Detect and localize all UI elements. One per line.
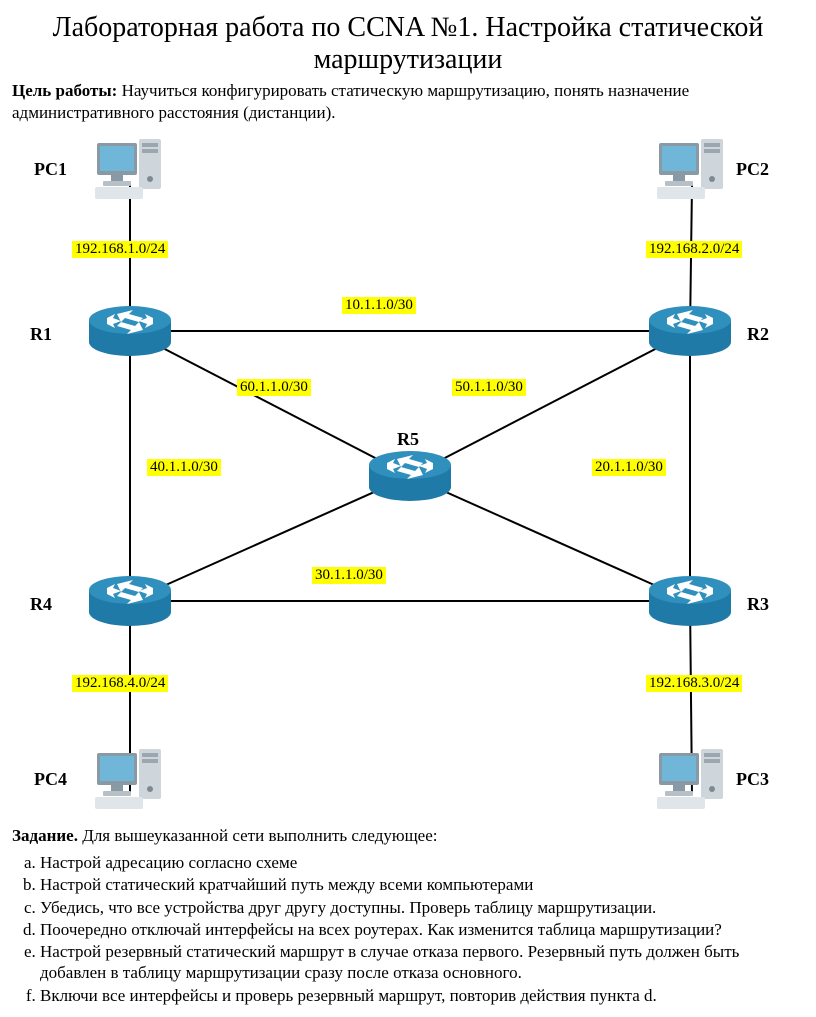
- device-label: R1: [30, 324, 52, 345]
- device-label: R4: [30, 594, 52, 615]
- task-item: Поочередно отключай интерфейсы на всех р…: [40, 919, 804, 940]
- pc-icon: [657, 137, 727, 199]
- router-icon: [647, 574, 733, 628]
- device-label: R3: [747, 594, 769, 615]
- device-label: PC3: [736, 769, 769, 790]
- subnet-label: 40.1.1.0/30: [147, 459, 221, 476]
- pc-icon: [95, 137, 165, 199]
- pc-icon: [95, 747, 165, 809]
- subnet-label: 10.1.1.0/30: [342, 297, 416, 314]
- device-label: PC4: [34, 769, 67, 790]
- router-icon: [87, 574, 173, 628]
- router-icon: [647, 304, 733, 358]
- pc-icon: [657, 747, 727, 809]
- task-intro: Для вышеуказанной сети выполнить следующ…: [78, 826, 438, 845]
- task-label: Задание.: [12, 826, 78, 845]
- goal-label: Цель работы:: [12, 81, 117, 100]
- device-label: PC1: [34, 159, 67, 180]
- device-label: PC2: [736, 159, 769, 180]
- task-item: Убедись, что все устройства друг другу д…: [40, 897, 804, 918]
- subnet-label: 192.168.2.0/24: [646, 241, 742, 258]
- page-title: Лабораторная работа по CCNA №1. Настройк…: [12, 12, 804, 76]
- subnet-label: 20.1.1.0/30: [592, 459, 666, 476]
- router-icon: [367, 449, 453, 503]
- device-label: R2: [747, 324, 769, 345]
- subnet-label: 192.168.1.0/24: [72, 241, 168, 258]
- task-para: Задание. Для вышеуказанной сети выполнит…: [12, 825, 804, 846]
- task-list: Настрой адресацию согласно схемеНастрой …: [12, 852, 804, 1006]
- task-item: Настрой резервный статический маршрут в …: [40, 941, 804, 984]
- task-item: Настрой статический кратчайший путь межд…: [40, 874, 804, 895]
- subnet-label: 30.1.1.0/30: [312, 567, 386, 584]
- subnet-label: 60.1.1.0/30: [237, 379, 311, 396]
- task-item: Настрой адресацию согласно схеме: [40, 852, 804, 873]
- network-diagram: PC1 PC2 PC3 PC4: [12, 129, 804, 819]
- subnet-label: 192.168.4.0/24: [72, 675, 168, 692]
- router-icon: [87, 304, 173, 358]
- device-label: R5: [397, 429, 419, 450]
- subnet-label: 50.1.1.0/30: [452, 379, 526, 396]
- task-item: Включи все интерфейсы и проверь резервны…: [40, 985, 804, 1006]
- subnet-label: 192.168.3.0/24: [646, 675, 742, 692]
- goal-para: Цель работы: Научиться конфигурировать с…: [12, 80, 804, 123]
